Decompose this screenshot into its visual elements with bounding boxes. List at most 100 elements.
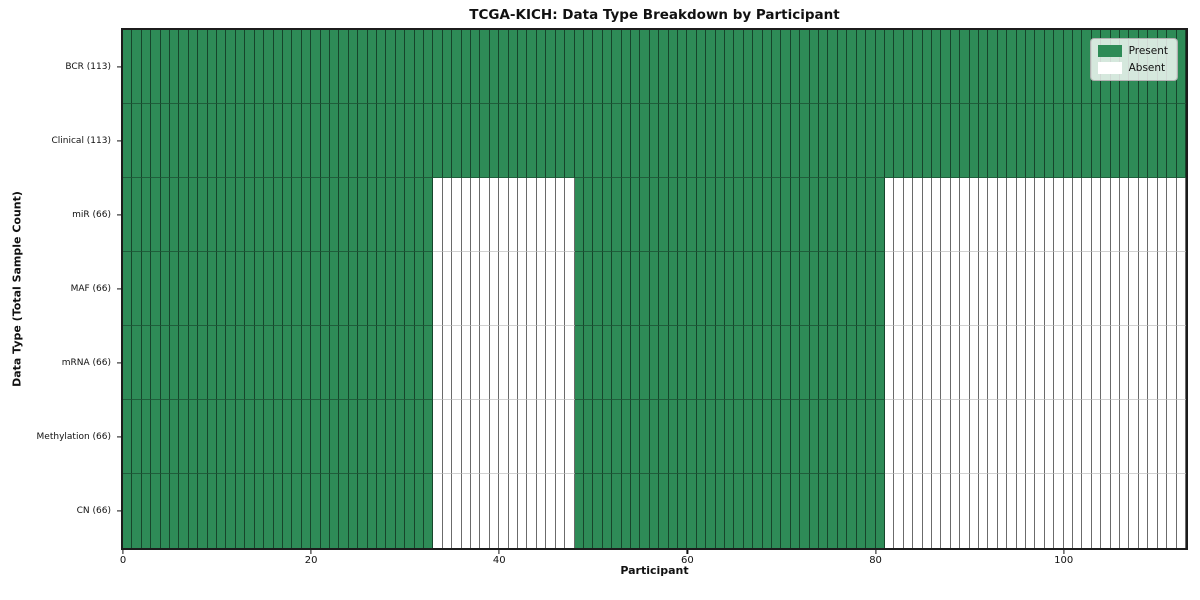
cell-CN-52-present: [612, 474, 622, 548]
cell-mRNA-22-present: [329, 326, 340, 400]
cell-CN-97-absent: [1035, 474, 1045, 548]
cell-mRNA-92-absent: [988, 326, 998, 400]
cell-CN-34-absent: [442, 474, 453, 548]
cell-Methylation-45-absent: [546, 400, 556, 474]
cell-miR-105-absent: [1110, 178, 1121, 252]
cell-MAF-49-present: [583, 252, 594, 326]
cell-mRNA-33-absent: [433, 326, 443, 400]
cell-Clinical-32-present: [424, 104, 434, 178]
cell-miR-61-present: [696, 178, 707, 252]
cell-miR-52-present: [612, 178, 622, 252]
heatmap-row-Clinical: [123, 104, 1186, 178]
cell-CN-79-present: [866, 474, 876, 548]
cell-MAF-98-absent: [1044, 252, 1055, 326]
cell-mRNA-6-present: [179, 326, 189, 400]
cell-Clinical-10-present: [217, 104, 227, 178]
cell-Methylation-61-present: [696, 400, 707, 474]
cell-mRNA-40-absent: [499, 326, 509, 400]
cell-MAF-46-absent: [555, 252, 566, 326]
cell-Methylation-108-absent: [1138, 400, 1149, 474]
cell-Methylation-7-present: [188, 400, 199, 474]
cell-Clinical-112-present: [1176, 104, 1186, 178]
heatmap-row-miR: [123, 178, 1186, 252]
cell-CN-46-absent: [555, 474, 566, 548]
cell-BCR-93-present: [997, 30, 1008, 104]
cell-mRNA-37-absent: [471, 326, 481, 400]
cell-mRNA-100-absent: [1063, 326, 1074, 400]
cell-mRNA-62-present: [706, 326, 716, 400]
cell-BCR-21-present: [320, 30, 330, 104]
cell-miR-64-present: [725, 178, 735, 252]
cell-MAF-73-present: [809, 252, 820, 326]
cell-MAF-20-present: [311, 252, 321, 326]
cell-Methylation-32-present: [424, 400, 434, 474]
cell-Methylation-74-present: [819, 400, 829, 474]
cell-miR-89-absent: [960, 178, 970, 252]
cell-CN-35-absent: [452, 474, 462, 548]
cell-Methylation-8-present: [198, 400, 208, 474]
cell-mRNA-102-absent: [1082, 326, 1092, 400]
cell-CN-36-absent: [461, 474, 472, 548]
heatmap-grid: [123, 30, 1186, 548]
cell-CN-41-absent: [508, 474, 519, 548]
cell-mRNA-42-absent: [518, 326, 528, 400]
cell-BCR-76-present: [837, 30, 848, 104]
cell-Clinical-42-present: [518, 104, 528, 178]
cell-MAF-101-absent: [1073, 252, 1083, 326]
cell-mRNA-79-present: [866, 326, 876, 400]
cell-miR-104-absent: [1101, 178, 1111, 252]
cell-Clinical-90-present: [969, 104, 979, 178]
x-tick-mark-40: [498, 550, 500, 554]
cell-miR-65-present: [734, 178, 744, 252]
cell-mRNA-109-absent: [1148, 326, 1158, 400]
cell-MAF-44-absent: [536, 252, 547, 326]
cell-BCR-28-present: [386, 30, 396, 104]
cell-CN-73-present: [809, 474, 820, 548]
cell-Methylation-9-present: [207, 400, 218, 474]
cell-mRNA-38-absent: [480, 326, 490, 400]
cell-BCR-39-present: [489, 30, 500, 104]
cell-mRNA-85-absent: [922, 326, 932, 400]
cell-MAF-100-absent: [1063, 252, 1074, 326]
cell-miR-49-present: [583, 178, 594, 252]
cell-miR-82-absent: [894, 178, 904, 252]
cell-BCR-89-present: [960, 30, 970, 104]
cell-miR-87-absent: [941, 178, 951, 252]
cell-BCR-92-present: [988, 30, 998, 104]
cell-MAF-8-present: [198, 252, 208, 326]
cell-BCR-27-present: [376, 30, 387, 104]
cell-mRNA-1-present: [132, 326, 142, 400]
cell-miR-76-present: [837, 178, 848, 252]
cell-CN-42-absent: [518, 474, 528, 548]
cell-mRNA-72-present: [800, 326, 810, 400]
cell-BCR-2-present: [141, 30, 152, 104]
cell-CN-107-absent: [1129, 474, 1139, 548]
cell-MAF-17-present: [282, 252, 293, 326]
cell-MAF-2-present: [141, 252, 152, 326]
cell-BCR-3-present: [151, 30, 161, 104]
cell-MAF-50-present: [593, 252, 603, 326]
cell-MAF-69-present: [772, 252, 782, 326]
cell-mRNA-74-present: [819, 326, 829, 400]
cell-MAF-7-present: [188, 252, 199, 326]
cell-BCR-101-present: [1073, 30, 1083, 104]
cell-Methylation-110-absent: [1157, 400, 1168, 474]
cell-Methylation-58-present: [668, 400, 678, 474]
cell-miR-62-present: [706, 178, 716, 252]
cell-Clinical-39-present: [489, 104, 500, 178]
cell-mRNA-35-absent: [452, 326, 462, 400]
cell-miR-48-present: [574, 178, 584, 252]
cell-Methylation-5-present: [170, 400, 180, 474]
cell-BCR-67-present: [753, 30, 763, 104]
cell-BCR-56-present: [649, 30, 660, 104]
cell-CN-30-present: [405, 474, 415, 548]
cell-miR-3-present: [151, 178, 161, 252]
cell-MAF-78-present: [856, 252, 867, 326]
cell-miR-91-absent: [978, 178, 989, 252]
cell-MAF-9-present: [207, 252, 218, 326]
cell-mRNA-65-present: [734, 326, 744, 400]
cell-mRNA-61-present: [696, 326, 707, 400]
cell-MAF-26-present: [367, 252, 377, 326]
x-tick-mark-100: [1063, 550, 1065, 554]
cell-CN-40-absent: [499, 474, 509, 548]
